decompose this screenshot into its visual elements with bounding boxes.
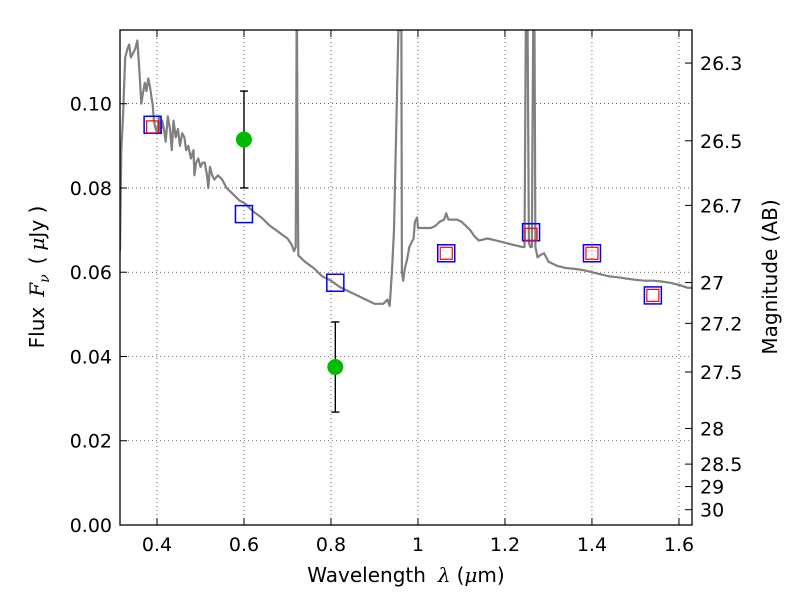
model-flux-marker	[643, 286, 663, 305]
y-axis-label-unit-mu: μ	[25, 238, 49, 251]
y-tick-label: 0.04	[70, 346, 112, 368]
magnitude-tick-label: 29	[700, 477, 724, 499]
observed-flux-marker	[646, 288, 660, 303]
markers-layer	[143, 90, 663, 413]
y-tick-label: 0.06	[70, 262, 112, 284]
model-flux-marker	[234, 204, 254, 224]
magnitude-tick-label: 27	[700, 273, 724, 295]
model-flux-marker	[582, 244, 602, 263]
x-tick-label: 0.8	[316, 534, 346, 556]
x-axis-label-unit-rest: m)	[477, 563, 504, 587]
observed-flux-marker	[146, 120, 160, 134]
y-axis-label-symbol-sub: ν	[37, 274, 53, 283]
y-axis-label-symbol: F	[25, 282, 49, 298]
x-axis-label: Wavelength λ (μm)	[307, 563, 504, 587]
x-tick-label: 1	[412, 534, 424, 556]
magnitude-tick-label: 27.5	[700, 362, 742, 384]
x-axis-label-text: Wavelength	[307, 563, 426, 587]
y-tick-label: 0.08	[70, 178, 112, 200]
plot-frame	[119, 29, 693, 526]
magnitude-tick-label: 26.3	[700, 53, 742, 75]
magnitude-tick-label: 27.2	[700, 313, 742, 335]
x-axis: 0.4 0.6 0.8 1 1.2 1.4 1.6	[142, 30, 694, 556]
observed-flux-marker	[439, 246, 453, 260]
x-axis-label-unit-mu: μ	[464, 563, 477, 587]
sed-template-line	[120, 30, 692, 307]
magnitude-tick-label: 30	[700, 500, 724, 522]
y-axis-label: Flux Fν ( μJy )	[25, 206, 53, 349]
model-flux-marker	[436, 244, 456, 263]
sed-line-layer	[120, 30, 692, 307]
y-axis: 0.00 0.02 0.04 0.06 0.08 0.10	[70, 94, 127, 537]
grid-lines	[120, 30, 692, 526]
detection-point	[327, 359, 344, 376]
y-axis-label-text: Flux	[25, 307, 49, 349]
observed-flux-marker	[585, 246, 599, 260]
magnitude-axis-label: Magnitude (AB)	[758, 199, 782, 354]
observed-flux-marker	[524, 227, 538, 241]
magnitude-tick-label: 26.7	[700, 195, 742, 217]
x-tick-label: 0.6	[229, 534, 259, 556]
x-tick-label: 1.6	[664, 534, 694, 556]
x-axis-label-symbol: λ	[437, 563, 451, 587]
magnitude-tick-label: 28.5	[700, 454, 742, 476]
model-flux-marker	[326, 273, 345, 293]
y-tick-label: 0.10	[70, 94, 112, 116]
x-tick-label: 1.4	[577, 534, 607, 556]
x-axis-label-unit-open: (	[457, 563, 465, 587]
x-tick-label: 0.4	[142, 534, 172, 556]
magnitude-tick-label: 28	[700, 418, 724, 440]
y-axis-label-unit-rest: Jy )	[25, 206, 49, 240]
x-tick-label: 1.2	[490, 534, 520, 556]
y-tick-label: 0.02	[70, 431, 112, 453]
magnitude-tick-label: 26.5	[700, 131, 742, 153]
detection-point	[235, 131, 252, 148]
y-axis-label-unit-open: (	[25, 257, 49, 265]
y-tick-label: 0.00	[70, 515, 112, 537]
